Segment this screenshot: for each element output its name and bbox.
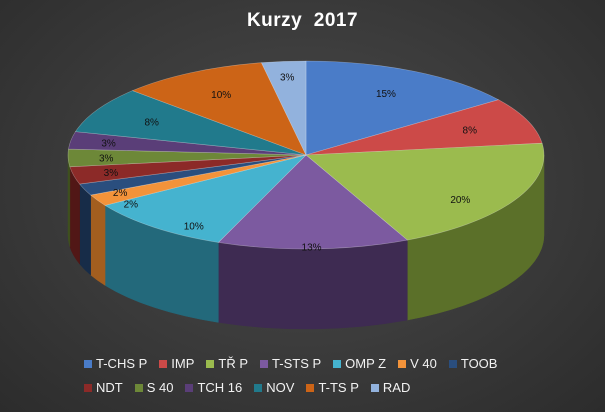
legend-label: TCH 16 [197,380,243,395]
legend-label: TŘ P [218,356,249,371]
pie-slice-ndt [69,154,307,185]
legend-label: NOV [266,380,295,395]
legend-swatch [370,383,379,392]
data-label-t-sts-p: 13% [302,243,322,254]
legend-item-imp: IMP [159,356,194,371]
legend-swatch [254,383,263,392]
legend-item-t-chs-p: T-CHS P [84,356,147,371]
legend-swatch [260,359,269,368]
legend-swatch [206,359,215,368]
legend-item-tch-16: TCH 16 [185,380,242,395]
legend-item-t-sts-p: T-STS P [260,356,321,371]
legend-label: V 40 [410,356,437,371]
data-label-imp: 8% [463,125,478,136]
legend-label: OMP Z [345,356,387,371]
legend-label: IMP [171,356,195,371]
pie-slice-v-40 [89,154,307,206]
data-label-t-ts-p: 10% [211,90,231,101]
pie-slice-nov [74,90,307,156]
legend-label: T-CHS P [96,356,148,371]
legend-label: S 40 [146,380,174,395]
legend-item-toob: TOOB [448,356,498,371]
data-label-t-chs-p: 15% [376,89,396,100]
pie-slice-omp-z [104,154,307,243]
pie-slice-t-chs-p [305,60,500,156]
pie-side-toob [79,183,91,276]
pie-slice-imp [305,99,543,156]
data-label-v-40: 2% [124,200,139,211]
legend-row: T-CHS P IMP TŘ P T-STS P OMP Z V 40 TOOB [84,356,584,371]
legend-label: TOOB [460,356,498,371]
legend-swatch [84,383,92,392]
legend-swatch [159,359,168,368]
chart-title: Kurzy 2017 [246,10,359,31]
legend-swatch [185,383,194,392]
data-label-tch-16: 3% [101,139,116,150]
legend-label: T-STS P [272,356,322,371]
pie-side-v-40 [90,194,106,286]
legend-item-t-ts-p: T-TS P [306,380,359,395]
pie-slice-toob [79,154,307,196]
pie-slice-t-ts-p [131,62,307,156]
legend-swatch [448,359,457,368]
legend-item-s-40: S 40 [134,380,174,395]
legend-swatch [333,359,342,368]
legend-swatch [398,359,407,368]
legend-label: RAD [382,380,411,395]
legend-item-rad: RAD [370,380,411,395]
pie-slice-t-sts-p [217,154,409,250]
legend-label: NDT [96,380,123,395]
legend-item-omp-z: OMP Z [333,356,386,371]
pie-slice-t-p [305,142,545,241]
legend-swatch [134,383,143,392]
legend-item-t-p: TŘ P [206,356,248,371]
legend-item-nov: NOV [254,380,294,395]
pie-slice-tch-16 [68,131,307,156]
pie-side-s-40 [67,154,71,247]
legend-item-v-40: V 40 [398,356,437,371]
data-label-toob: 2% [113,188,128,199]
legend-item-ndt: NDT [84,380,123,395]
data-label-nov: 8% [144,117,159,128]
data-label-rad: 3% [280,72,295,83]
legend-row: NDT S 40 TCH 16 NOV T-TS P RAD [84,380,584,395]
data-label-s-40: 3% [99,153,114,164]
data-label-ndt: 3% [104,168,119,179]
data-label-omp-z: 10% [184,222,204,233]
data-label-t-p: 20% [450,195,470,206]
pie-slice-rad [260,60,307,156]
pie-slice-s-40 [67,148,307,168]
legend-swatch [306,383,315,392]
legend-swatch [84,359,92,368]
legend-label: T-TS P [318,380,359,395]
chart-legend: T-CHS P IMP TŘ P T-STS P OMP Z V 40 TOOB NDT S … [84,356,584,395]
